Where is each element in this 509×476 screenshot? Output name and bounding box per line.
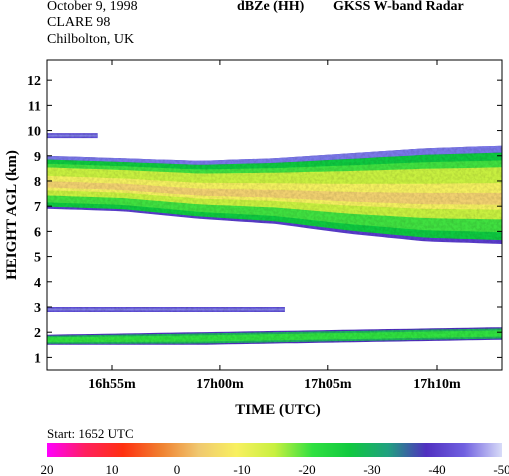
echo-band: [47, 330, 502, 343]
y-tick-label: 11: [28, 99, 41, 114]
x-axis: 16h55m 17h00m 17h05m 17h10m: [88, 60, 461, 392]
y-tick-label: 4: [34, 276, 41, 291]
echo-layer: [47, 327, 502, 345]
echo-band: [47, 145, 502, 165]
echo-layer: [47, 145, 502, 244]
y-tick-label: 1: [34, 351, 41, 366]
colorbar-tick-label: -30: [363, 462, 380, 476]
colorbar: [47, 443, 502, 457]
echo-band: [47, 181, 502, 205]
y-tick-label: 8: [34, 175, 41, 190]
y-tick-label: 3: [34, 301, 41, 316]
x-axis-title: TIME (UTC): [235, 402, 320, 418]
echo-band: [47, 134, 98, 137]
y-tick-label: 6: [34, 225, 41, 240]
instrument-label: GKSS W-band Radar: [333, 0, 464, 14]
echo-layers: [47, 133, 502, 345]
y-tick-label: 2: [34, 326, 41, 341]
colorbar-tick-label: -10: [233, 462, 250, 476]
colorbar-tick-label: 10: [106, 462, 119, 476]
x-tick-label: 16h55m: [88, 377, 136, 392]
y-axis-title: HEIGHT AGL (km): [4, 150, 20, 280]
colorbar-tick-label: 20: [41, 462, 54, 476]
y-tick-label: 10: [27, 125, 41, 140]
colorbar-tick-label: -40: [428, 462, 445, 476]
echo-layer: [47, 307, 285, 312]
date-label: October 9, 1998: [47, 0, 138, 14]
location-label: Chilbolton, UK: [47, 32, 135, 47]
y-tick-label: 7: [34, 200, 41, 215]
colorbar-tick-label: -20: [298, 462, 315, 476]
y-tick-label: 5: [34, 251, 41, 266]
campaign-label: CLARE 98: [47, 15, 111, 30]
y-tick-label: 12: [27, 74, 41, 89]
echo-band: [47, 308, 285, 311]
plot-frame: [46, 59, 503, 371]
colorbar-ticks: 20 10 0 -10 -20 -30 -40 -50: [41, 462, 509, 476]
colorbar-tick-label: -50: [493, 462, 509, 476]
start-time-label: Start: 1652 UTC: [47, 426, 134, 441]
x-tick-label: 17h00m: [196, 377, 244, 392]
echo-layer: [47, 133, 98, 139]
product-label: dBZe (HH): [237, 0, 305, 14]
x-tick-label: 17h10m: [413, 377, 461, 392]
x-tick-label: 17h05m: [304, 377, 352, 392]
colorbar-tick-label: 0: [174, 462, 181, 476]
y-tick-label: 9: [34, 150, 41, 165]
